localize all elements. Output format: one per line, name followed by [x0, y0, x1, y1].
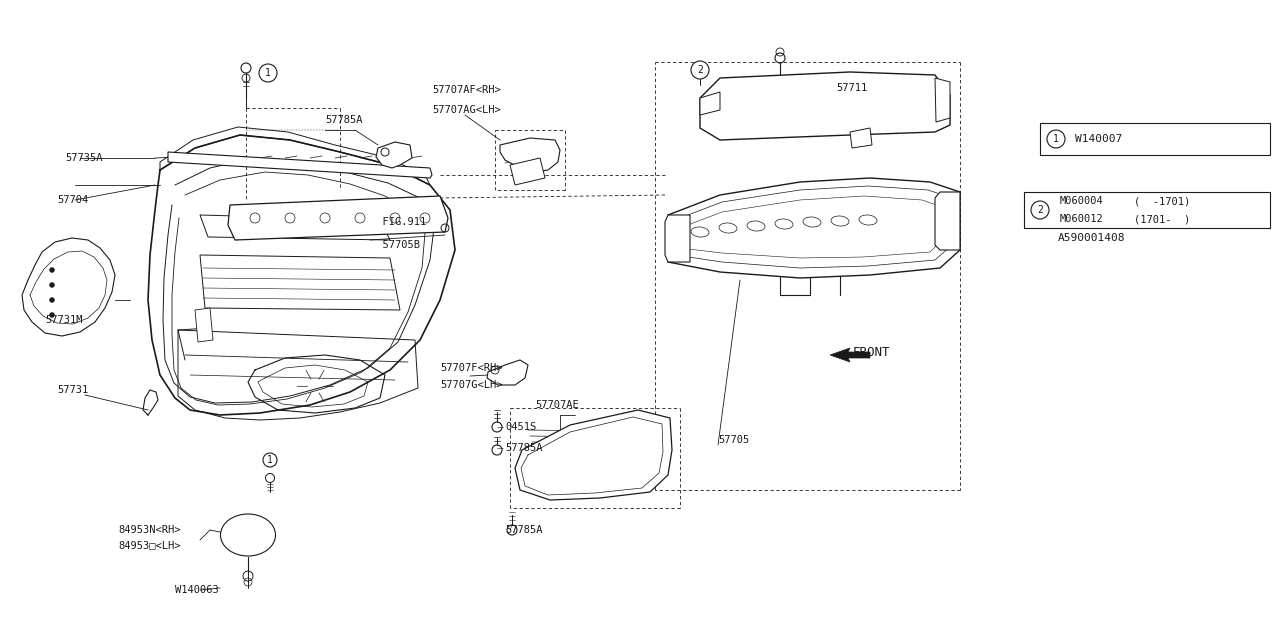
Text: 57785A: 57785A	[506, 525, 543, 535]
Text: 0451S: 0451S	[506, 422, 536, 432]
Polygon shape	[376, 142, 412, 168]
Ellipse shape	[220, 514, 275, 556]
Polygon shape	[178, 330, 419, 420]
Text: 57707AG<LH>: 57707AG<LH>	[433, 105, 500, 115]
Ellipse shape	[774, 219, 794, 229]
Polygon shape	[850, 128, 872, 148]
Circle shape	[262, 453, 276, 467]
Text: (  -1701): ( -1701)	[1134, 196, 1190, 206]
Text: 1: 1	[268, 455, 273, 465]
Text: W140063: W140063	[175, 585, 219, 595]
Polygon shape	[700, 72, 950, 140]
Polygon shape	[486, 360, 529, 385]
Text: 57707AE: 57707AE	[535, 400, 579, 410]
Ellipse shape	[691, 227, 709, 237]
Circle shape	[50, 312, 55, 317]
Polygon shape	[500, 138, 561, 172]
Text: 57705: 57705	[718, 435, 749, 445]
Circle shape	[50, 282, 55, 287]
Text: 57704: 57704	[58, 195, 88, 205]
Text: 1: 1	[1053, 134, 1059, 144]
Text: 2: 2	[1037, 205, 1043, 215]
Polygon shape	[195, 308, 212, 342]
Text: M060004: M060004	[1060, 196, 1103, 206]
Circle shape	[259, 64, 276, 82]
Text: 57731M: 57731M	[45, 315, 82, 325]
Text: 57707G<LH>: 57707G<LH>	[440, 380, 503, 390]
Text: W140007: W140007	[1075, 134, 1123, 144]
Text: 57707F<RH>: 57707F<RH>	[440, 363, 503, 373]
Polygon shape	[934, 78, 950, 122]
Text: M060012: M060012	[1060, 214, 1103, 224]
Circle shape	[691, 61, 709, 79]
Polygon shape	[668, 178, 960, 278]
Polygon shape	[160, 127, 430, 185]
Text: 2: 2	[698, 65, 703, 75]
Ellipse shape	[748, 221, 765, 231]
Text: 57711: 57711	[836, 83, 868, 93]
Polygon shape	[200, 255, 401, 310]
FancyBboxPatch shape	[1039, 123, 1270, 155]
Circle shape	[1030, 201, 1050, 219]
Polygon shape	[228, 196, 448, 240]
Circle shape	[1047, 130, 1065, 148]
Circle shape	[50, 268, 55, 273]
Text: 57785A: 57785A	[506, 443, 543, 453]
Ellipse shape	[831, 216, 849, 226]
Ellipse shape	[719, 223, 737, 233]
Circle shape	[50, 298, 55, 303]
Ellipse shape	[803, 217, 820, 227]
Text: 57735A: 57735A	[65, 153, 102, 163]
Text: 57707AF<RH>: 57707AF<RH>	[433, 85, 500, 95]
Polygon shape	[200, 215, 390, 240]
Polygon shape	[700, 92, 721, 115]
Text: (1701-  ): (1701- )	[1134, 214, 1190, 224]
Text: 57705B: 57705B	[370, 240, 420, 250]
Polygon shape	[666, 215, 690, 262]
Polygon shape	[22, 238, 115, 336]
Polygon shape	[934, 192, 960, 250]
Text: 84953N<RH>: 84953N<RH>	[118, 525, 180, 535]
Text: 57731: 57731	[58, 385, 88, 395]
FancyBboxPatch shape	[1024, 192, 1270, 228]
Text: 57785A: 57785A	[325, 115, 362, 125]
Text: FIG.911: FIG.911	[370, 217, 426, 227]
Text: A590001408: A590001408	[1059, 233, 1125, 243]
Polygon shape	[515, 410, 672, 500]
Polygon shape	[168, 152, 433, 178]
Polygon shape	[829, 348, 870, 362]
Text: 1: 1	[265, 68, 271, 78]
Polygon shape	[509, 158, 545, 185]
Text: 84953□<LH>: 84953□<LH>	[118, 540, 180, 550]
Ellipse shape	[859, 215, 877, 225]
Text: FRONT: FRONT	[852, 346, 891, 358]
